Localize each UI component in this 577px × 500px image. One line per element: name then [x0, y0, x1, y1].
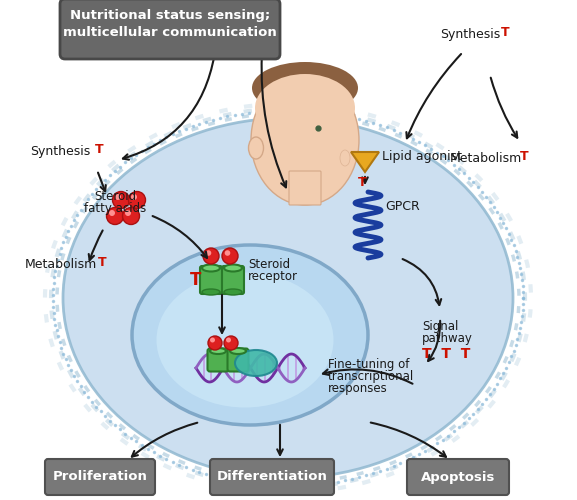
Text: Fine-tuning of: Fine-tuning of [328, 358, 409, 371]
Text: transcriptional: transcriptional [328, 370, 414, 383]
FancyBboxPatch shape [45, 459, 155, 495]
Text: Apoptosis: Apoptosis [421, 470, 495, 484]
Ellipse shape [224, 289, 242, 295]
Circle shape [208, 336, 222, 350]
Ellipse shape [251, 75, 359, 205]
Circle shape [129, 192, 145, 208]
Text: Synthesis: Synthesis [30, 145, 90, 158]
Text: fatty acids: fatty acids [84, 202, 146, 215]
Circle shape [224, 336, 238, 350]
Text: pathway: pathway [422, 332, 473, 345]
FancyBboxPatch shape [227, 348, 249, 372]
Circle shape [115, 194, 121, 200]
Circle shape [109, 210, 115, 216]
Ellipse shape [255, 74, 355, 142]
Ellipse shape [230, 348, 246, 354]
Ellipse shape [340, 150, 350, 166]
Circle shape [203, 248, 219, 264]
Text: T: T [98, 256, 107, 269]
Circle shape [222, 248, 238, 264]
Ellipse shape [156, 272, 334, 407]
Text: Differentiation: Differentiation [216, 470, 327, 484]
Text: receptor: receptor [248, 270, 298, 283]
Text: Signal: Signal [422, 320, 458, 333]
Ellipse shape [224, 264, 242, 272]
Text: Proliferation: Proliferation [53, 470, 148, 484]
Ellipse shape [252, 62, 358, 114]
FancyBboxPatch shape [222, 266, 244, 294]
Ellipse shape [63, 118, 513, 478]
FancyBboxPatch shape [208, 348, 228, 372]
Circle shape [205, 250, 211, 256]
FancyBboxPatch shape [210, 459, 334, 495]
Text: GPCR: GPCR [385, 200, 419, 213]
Text: T: T [95, 143, 104, 156]
Text: Nutritional status sensing;
multicellular communication: Nutritional status sensing; multicellula… [63, 9, 277, 39]
Text: Metabolism: Metabolism [25, 258, 98, 271]
Text: T  T  T: T T T [422, 347, 470, 361]
Text: Metabolism: Metabolism [450, 152, 522, 165]
Circle shape [125, 210, 131, 216]
Ellipse shape [249, 137, 264, 159]
Ellipse shape [132, 245, 368, 425]
Text: responses: responses [328, 382, 388, 395]
Text: Lipid agonist: Lipid agonist [382, 150, 462, 163]
Ellipse shape [210, 348, 226, 354]
Polygon shape [351, 152, 379, 172]
Circle shape [113, 192, 129, 208]
Text: Synthesis: Synthesis [440, 28, 500, 41]
Text: T: T [501, 26, 509, 39]
Circle shape [131, 194, 137, 200]
Ellipse shape [202, 264, 220, 272]
FancyBboxPatch shape [200, 266, 222, 294]
Text: T: T [190, 271, 202, 289]
Text: Steroid: Steroid [94, 190, 136, 203]
FancyBboxPatch shape [289, 171, 321, 205]
Text: T: T [358, 176, 366, 189]
Circle shape [107, 208, 123, 224]
Text: Steroid: Steroid [248, 258, 290, 271]
Circle shape [210, 338, 215, 342]
Circle shape [226, 338, 231, 342]
Circle shape [224, 250, 230, 256]
FancyBboxPatch shape [60, 0, 280, 59]
FancyBboxPatch shape [407, 459, 509, 495]
Text: T: T [520, 150, 529, 163]
Circle shape [122, 208, 140, 224]
Ellipse shape [202, 289, 220, 295]
Ellipse shape [235, 350, 277, 376]
